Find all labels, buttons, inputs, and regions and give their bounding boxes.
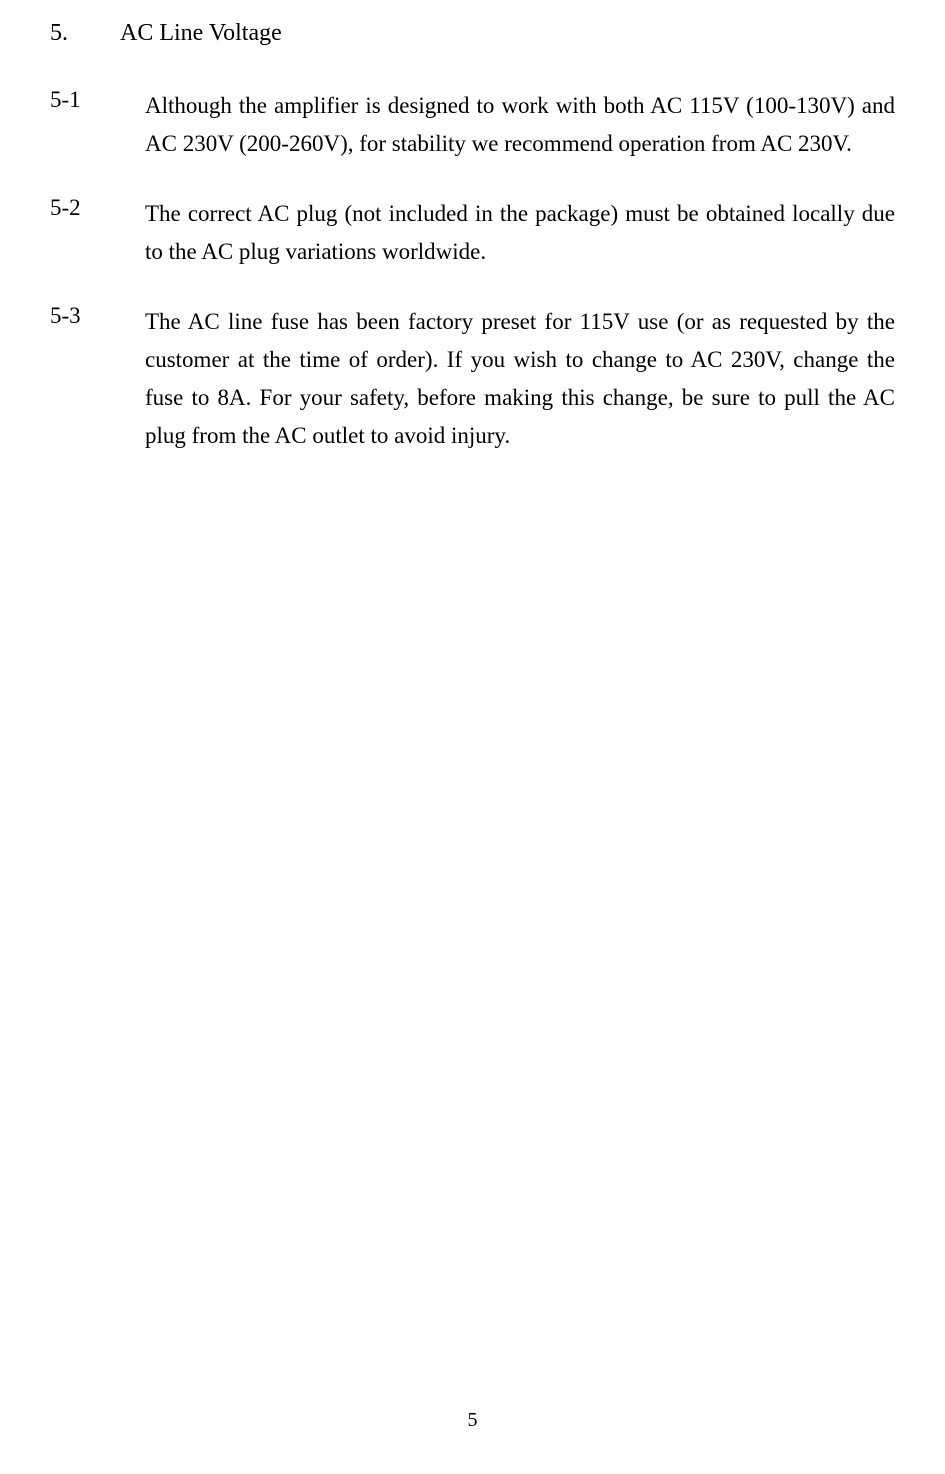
subsection: 5-2 The correct AC plug (not included in… xyxy=(50,195,895,271)
subsection-number: 5-2 xyxy=(50,195,145,271)
subsection-number: 5-1 xyxy=(50,87,145,163)
section-header: 5. AC Line Voltage xyxy=(50,20,895,47)
subsection-text: The AC line fuse has been factory preset… xyxy=(145,303,895,455)
subsection-number: 5-3 xyxy=(50,303,145,455)
page-number: 5 xyxy=(0,1409,945,1432)
subsection-text: Although the amplifier is designed to wo… xyxy=(145,87,895,163)
section-title: AC Line Voltage xyxy=(120,20,282,47)
subsection: 5-1 Although the amplifier is designed t… xyxy=(50,87,895,163)
section-number: 5. xyxy=(50,20,120,47)
subsection-text: The correct AC plug (not included in the… xyxy=(145,195,895,271)
subsection: 5-3 The AC line fuse has been factory pr… xyxy=(50,303,895,455)
